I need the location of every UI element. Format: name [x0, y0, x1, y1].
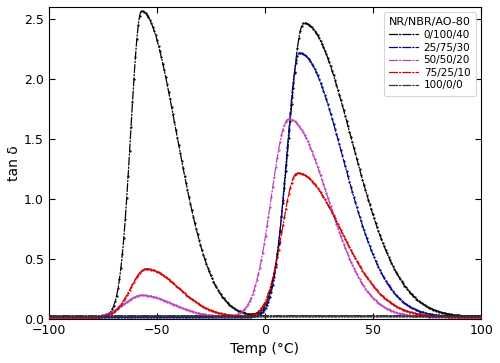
25/75/30	[120, 315, 126, 319]
25/75/30	[478, 315, 484, 319]
50/50/20	[120, 302, 126, 306]
50/50/20	[423, 314, 429, 319]
75/25/10	[46, 315, 52, 319]
75/25/10	[294, 171, 300, 175]
75/25/10	[120, 298, 126, 303]
Y-axis label: tan δ: tan δ	[7, 145, 21, 181]
25/75/30	[46, 315, 52, 319]
25/75/30	[212, 315, 218, 319]
75/25/10	[230, 313, 236, 318]
100/0/0	[230, 314, 236, 318]
50/50/20	[95, 314, 101, 318]
Line: 50/50/20: 50/50/20	[48, 119, 481, 317]
100/0/0	[423, 314, 429, 318]
50/50/20	[286, 117, 292, 121]
100/0/0	[470, 314, 476, 318]
50/50/20	[470, 315, 476, 319]
0/100/40	[138, 9, 144, 13]
100/0/0	[478, 314, 484, 318]
0/100/40	[423, 304, 429, 308]
75/25/10	[470, 315, 476, 319]
Legend: 0/100/40, 25/75/30, 50/50/20, 75/25/10, 100/0/0: 0/100/40, 25/75/30, 50/50/20, 75/25/10, …	[384, 12, 476, 95]
100/0/0	[95, 314, 101, 318]
25/75/30	[230, 315, 236, 319]
Line: 25/75/30: 25/75/30	[48, 53, 481, 317]
25/75/30	[296, 51, 302, 55]
50/50/20	[230, 313, 236, 318]
100/0/0	[120, 314, 126, 318]
75/25/10	[478, 315, 484, 319]
25/75/30	[423, 311, 429, 315]
0/100/40	[120, 238, 126, 242]
50/50/20	[46, 315, 52, 319]
0/100/40	[212, 282, 218, 286]
Line: 75/25/10: 75/25/10	[48, 173, 481, 317]
100/0/0	[46, 314, 52, 318]
50/50/20	[212, 313, 218, 318]
25/75/30	[470, 315, 476, 319]
75/25/10	[95, 314, 101, 319]
100/0/0	[212, 314, 218, 318]
0/100/40	[46, 315, 52, 319]
0/100/40	[95, 315, 101, 319]
0/100/40	[478, 314, 484, 319]
75/25/10	[212, 310, 218, 314]
50/50/20	[478, 315, 484, 319]
X-axis label: Temp (°C): Temp (°C)	[230, 342, 300, 356]
Line: 0/100/40: 0/100/40	[48, 11, 481, 317]
75/25/10	[423, 313, 429, 317]
25/75/30	[95, 315, 101, 319]
0/100/40	[470, 314, 476, 318]
0/100/40	[230, 306, 236, 310]
